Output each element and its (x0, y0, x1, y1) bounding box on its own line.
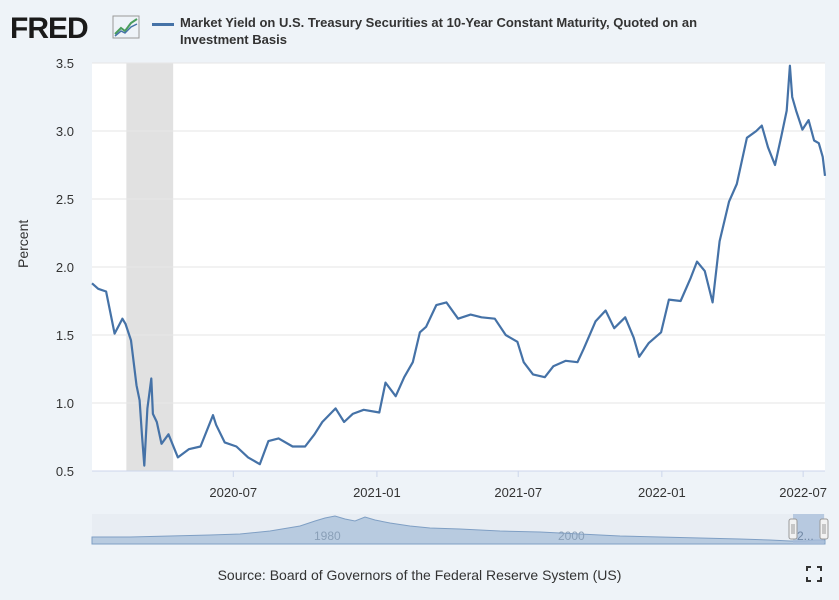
fullscreen-icon[interactable] (806, 566, 822, 582)
x-tick-label: 2021-07 (494, 485, 542, 500)
navigator-history-area (91, 515, 826, 545)
navigator-label-2000: 2000 (558, 529, 585, 543)
y-tick-label: 3.0 (56, 124, 74, 139)
navigator-selection[interactable] (793, 514, 824, 544)
series-layer (91, 64, 827, 467)
y-tick-label: 1.5 (56, 328, 74, 343)
x-tick-labels: 2020-07 2021-01 2021-07 2022-01 2022-07 (92, 470, 827, 500)
fred-graph-icon (112, 15, 140, 39)
y-tick-label: 1.0 (56, 396, 74, 411)
legend-series-title[interactable]: Market Yield on U.S. Treasury Securities… (180, 15, 698, 47)
chart-header: FRED Market Yield on U.S. Treasury Secur… (0, 0, 839, 60)
fred-logo[interactable]: FRED (10, 12, 89, 45)
x-tick-label: 2021-01 (353, 485, 401, 500)
x-tick-label: 2022-01 (638, 485, 686, 500)
navigator-label-1980: 1980 (314, 529, 341, 543)
navigator-left-handle[interactable] (788, 518, 798, 540)
y-tick-label: 2.0 (56, 260, 74, 275)
source-note: Source: Board of Governors of the Federa… (217, 567, 622, 583)
navigator-right-handle[interactable] (819, 518, 829, 540)
legend-line-swatch (152, 23, 174, 26)
x-tick-label: 2022-07 (779, 485, 827, 500)
series-line-0[interactable] (91, 64, 827, 467)
y-tick-label: 0.5 (56, 464, 74, 479)
navigator[interactable]: 1980 2000 2... (91, 514, 829, 545)
x-tick-label: 2020-07 (209, 485, 257, 500)
y-tick-labels: 0.5 1.0 1.5 2.0 2.5 3.0 3.5 (56, 56, 74, 479)
navigator-label-edge: 2... (797, 529, 814, 543)
y-tick-label: 2.5 (56, 192, 74, 207)
y-tick-label: 3.5 (56, 56, 74, 71)
